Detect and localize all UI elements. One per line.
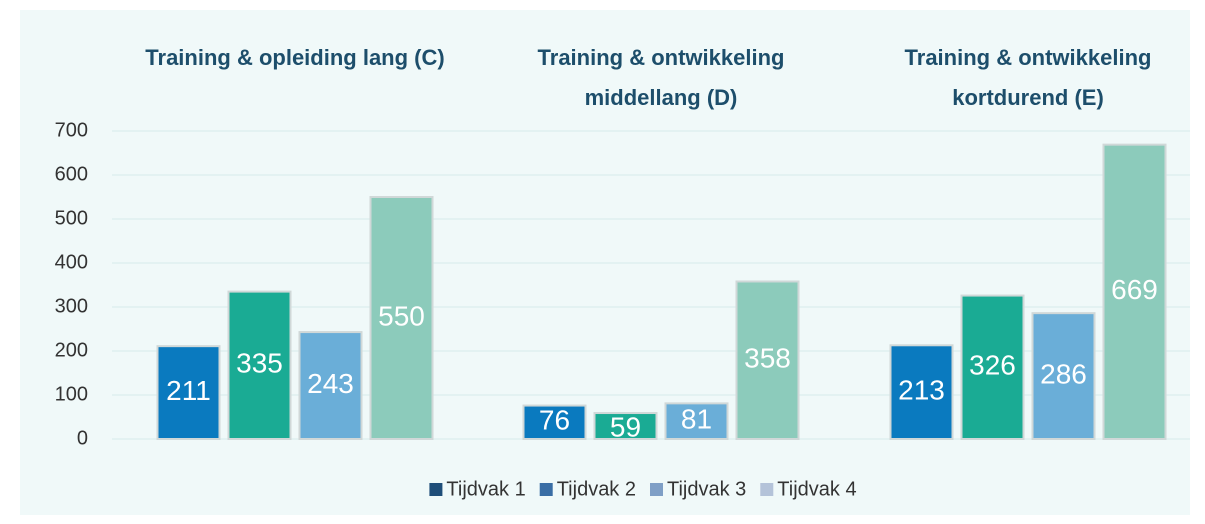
legend-label: Tijdvak 1 [446, 478, 525, 500]
data-label: 59 [610, 411, 641, 442]
legend-label: Tijdvak 4 [777, 478, 856, 500]
data-label: 286 [1040, 358, 1087, 389]
bar [1031, 312, 1096, 440]
legend-label: Tijdvak 2 [557, 478, 636, 500]
y-tick-label: 200 [55, 339, 88, 361]
bar [369, 196, 434, 440]
category-title: Training & opleiding lang (C) [145, 45, 445, 70]
y-tick-label: 100 [55, 383, 88, 405]
bar [1102, 143, 1167, 440]
bar [664, 402, 729, 440]
bar [735, 280, 800, 441]
y-tick-label: 400 [55, 251, 88, 273]
category-title: Training & ontwikkeling middellang (D) [537, 45, 785, 110]
data-label: 326 [969, 350, 1016, 381]
data-label: 76 [539, 405, 570, 436]
category-title: Training & ontwikkeling kortdurend (E) [904, 45, 1152, 110]
y-tick-label: 300 [55, 295, 88, 317]
data-label: 213 [898, 375, 945, 406]
data-label: 243 [307, 368, 354, 399]
bar [156, 345, 221, 440]
bar [889, 344, 954, 440]
bar [960, 294, 1025, 440]
data-label: 335 [236, 348, 283, 379]
data-label: 358 [744, 343, 791, 374]
bar [227, 290, 292, 440]
legend-swatch [760, 483, 774, 496]
legend-label: Tijdvak 3 [667, 478, 746, 500]
legend-swatch [650, 483, 663, 496]
bar [522, 404, 587, 440]
y-tick-label: 700 [55, 119, 88, 141]
y-tick-label: 0 [77, 427, 88, 449]
legend-swatch [539, 483, 553, 496]
bar [593, 412, 658, 441]
legend-swatch [429, 483, 443, 496]
y-tick-label: 500 [55, 207, 88, 229]
bar [298, 331, 363, 440]
data-label: 669 [1111, 274, 1158, 305]
data-label: 550 [378, 300, 425, 331]
data-label: 81 [681, 404, 712, 435]
y-tick-label: 600 [55, 163, 88, 185]
data-label: 211 [166, 375, 211, 406]
